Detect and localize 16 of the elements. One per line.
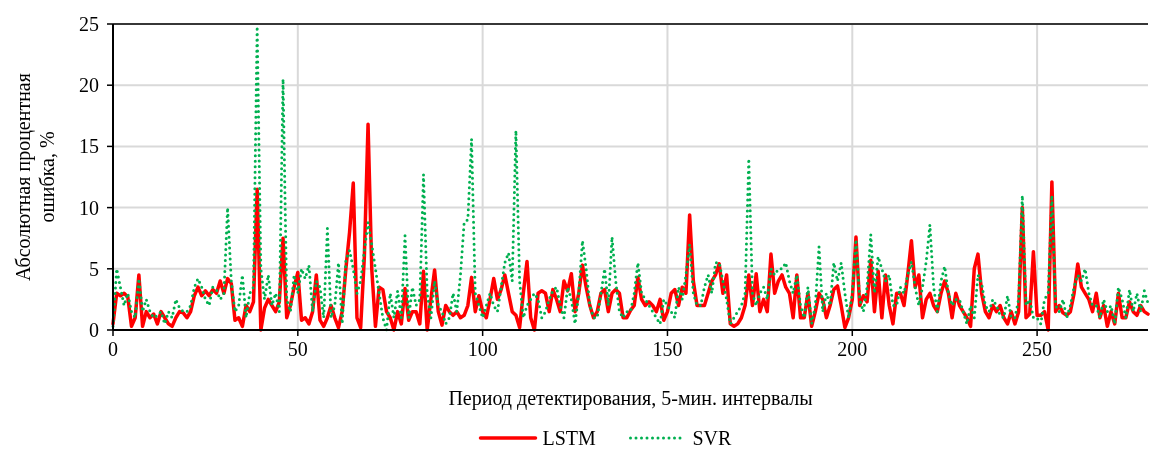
x-tick-label: 100 [467, 338, 498, 360]
x-tick-label: 200 [837, 338, 868, 360]
y-tick-label: 0 [89, 319, 99, 341]
x-tick-label: 50 [287, 338, 308, 360]
y-tick-label: 15 [79, 135, 99, 158]
x-tick-label: 250 [1022, 338, 1053, 360]
legend-label: LSTM [542, 427, 597, 449]
x-axis-title: Период детектирования, 5-мин. интервалы [448, 387, 813, 410]
x-tick-label: 0 [108, 338, 118, 360]
y-tick-label: 20 [79, 74, 99, 97]
legend-label: SVR [692, 427, 733, 449]
y-tick-label: 10 [79, 196, 99, 219]
y-axis-title: Абсолютная процентная ошибка, % [12, 73, 58, 281]
y-tick-label: 25 [79, 13, 99, 35]
y-tick-label: 5 [89, 257, 99, 280]
x-tick-label: 150 [652, 338, 683, 360]
